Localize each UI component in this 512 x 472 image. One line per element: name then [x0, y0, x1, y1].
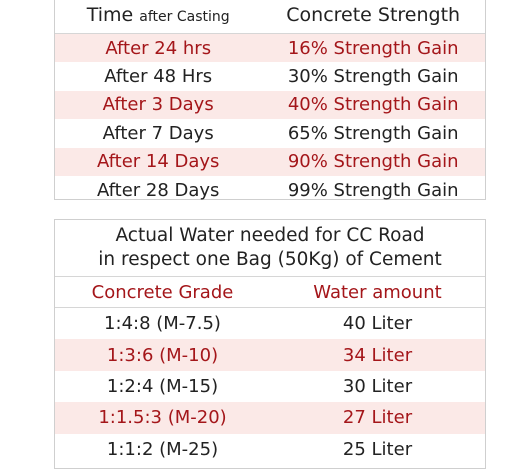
time-cell: After 7 Days	[102, 122, 214, 144]
strength-header: Concrete Strength	[286, 4, 461, 26]
grade-header: Concrete Grade	[91, 281, 234, 303]
table-row: 1:2:4 (M-15) 30 Liter	[55, 371, 485, 402]
header-divider	[55, 307, 485, 308]
table-row: After 48 Hrs 30% Strength Gain	[55, 62, 485, 90]
table-row: After 7 Days 65% Strength Gain	[55, 119, 485, 147]
title-divider	[55, 276, 485, 277]
water-cell: 27 Liter	[342, 407, 413, 429]
table-row: After 3 Days 40% Strength Gain	[55, 90, 485, 120]
grade-cell: 1:2:4 (M-15)	[106, 375, 219, 397]
table-row: 1:1.5:3 (M-20) 27 Liter	[55, 402, 485, 434]
strength-cell: 65% Strength Gain	[287, 122, 459, 144]
table-row: 1:3:6 (M-10) 34 Liter	[55, 339, 485, 371]
strength-cell: 99% Strength Gain	[287, 179, 459, 201]
water-cell: 25 Liter	[342, 438, 413, 460]
grade-cell: 1:3:6 (M-10)	[106, 344, 219, 366]
strength-cell: 16% Strength Gain	[287, 37, 459, 59]
water-table-header: Concrete Grade Water amount	[55, 277, 485, 307]
table-row: 1:4:8 (M-7.5) 40 Liter	[55, 308, 485, 339]
water-table: Actual Water needed for CC Road in respe…	[54, 219, 486, 469]
time-cell: After 14 Days	[96, 151, 220, 173]
time-cell: After 24 hrs	[105, 37, 212, 59]
water-header: Water amount	[313, 281, 442, 303]
header-divider	[55, 33, 485, 34]
water-cell: 34 Liter	[342, 344, 413, 366]
table-row: After 28 Days 99% Strength Gain	[55, 176, 485, 204]
time-cell: After 28 Days	[96, 179, 220, 201]
water-cell: 40 Liter	[342, 313, 413, 335]
water-cell: 30 Liter	[342, 375, 413, 397]
grade-cell: 1:4:8 (M-7.5)	[104, 313, 221, 335]
strength-cell: 40% Strength Gain	[287, 94, 459, 116]
table-row: After 24 hrs 16% Strength Gain	[55, 34, 485, 63]
grade-cell: 1:1.5:3 (M-20)	[98, 407, 227, 429]
title-line-2: in respect one Bag (50Kg) of Cement	[98, 249, 442, 270]
time-cell: After 3 Days	[102, 94, 214, 116]
strength-table-header: Time after Casting Concrete Strength	[55, 0, 485, 33]
strength-cell: 90% Strength Gain	[287, 151, 459, 173]
time-cell: After 48 Hrs	[104, 66, 213, 88]
strength-table: Time after Casting Concrete Strength Aft…	[54, 0, 486, 201]
strength-cell: 30% Strength Gain	[287, 66, 459, 88]
title-line-1: Actual Water needed for CC Road	[115, 225, 425, 246]
grade-cell: 1:1:2 (M-25)	[106, 438, 219, 460]
table-row: 1:1:2 (M-25) 25 Liter	[55, 434, 485, 465]
table-row: After 14 Days 90% Strength Gain	[55, 147, 485, 176]
time-header: Time after Casting	[86, 4, 230, 26]
water-table-title: Actual Water needed for CC Road in respe…	[55, 220, 485, 276]
